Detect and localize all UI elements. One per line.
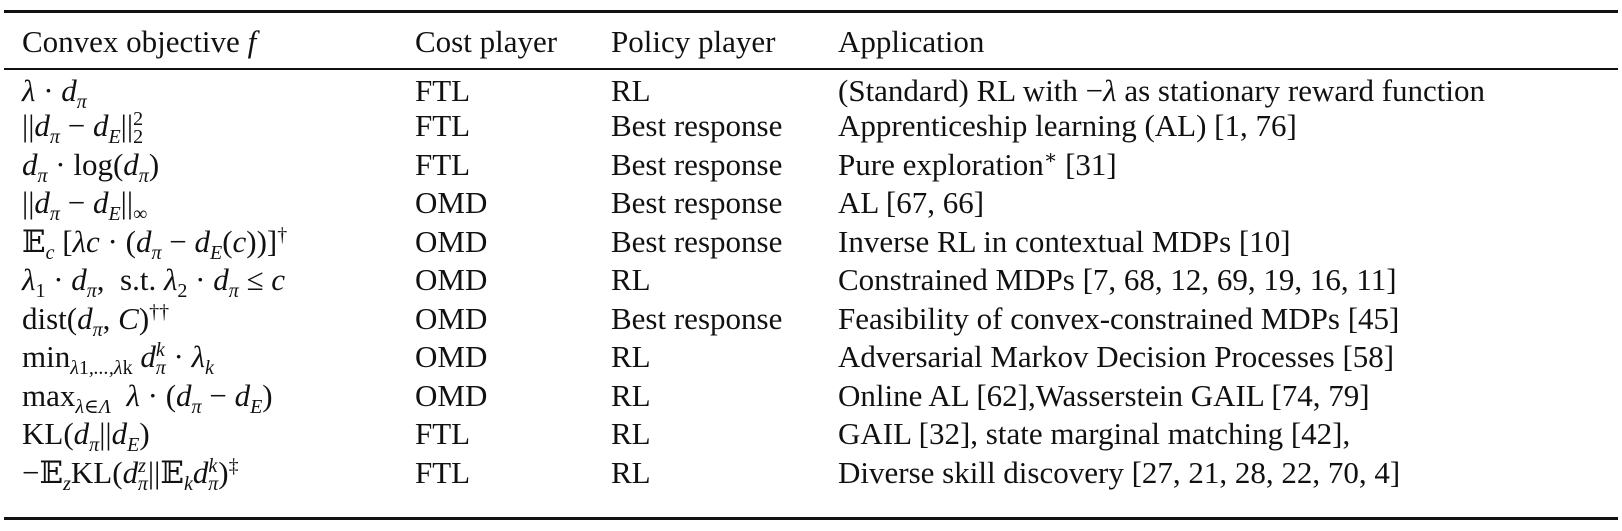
cost-cell: OMD: [415, 339, 488, 375]
application-cell: Pure exploration∗ [31]: [838, 146, 1117, 182]
table-row: λ1 · dπ, s.t. λ2 · dπ ≤ c OMD RL Constra…: [22, 261, 1618, 303]
top-rule: [4, 10, 1618, 13]
policy-cell: Best response: [611, 108, 783, 144]
table-row: 𝔼c [λc · (dπ − dE(c))]† OMD Best respons…: [22, 222, 1618, 264]
cost-cell: FTL: [415, 416, 471, 452]
application-cell: Online AL [62],Wasserstein GAIL [74, 79]: [838, 377, 1370, 413]
header-rule: [4, 68, 1618, 70]
application-cell: Apprenticeship learning (AL) [1, 76]: [838, 108, 1297, 144]
cost-cell: OMD: [415, 300, 488, 336]
header-application: Application: [838, 23, 985, 59]
cost-cell: FTL: [415, 454, 471, 490]
objective-cell: ||dπ − dE||∞: [22, 185, 148, 226]
cost-cell: FTL: [415, 146, 471, 182]
header-objective: Convex objective f: [22, 23, 257, 59]
objective-cell: λ · dπ: [22, 72, 87, 113]
policy-cell: RL: [611, 262, 651, 298]
table-row: dπ · log(dπ) FTL Best response Pure expl…: [22, 145, 1618, 187]
policy-cell: Best response: [611, 146, 783, 182]
cost-cell: OMD: [415, 377, 488, 413]
objectives-table: Convex objective f Cost player Policy pl…: [22, 14, 1618, 495]
table-row: ||dπ − dE||22 FTL Best response Apprenti…: [22, 107, 1618, 149]
application-cell: Feasibility of convex-constrained MDPs […: [838, 300, 1400, 336]
application-cell: Diverse skill discovery [27, 21, 28, 22,…: [838, 454, 1401, 490]
cost-cell: FTL: [415, 72, 471, 108]
cost-cell: OMD: [415, 223, 488, 259]
application-cell: Constrained MDPs [7, 68, 12, 69, 19, 16,…: [838, 262, 1397, 298]
objective-cell: minλ1,...,λk dkπ · λk: [22, 339, 214, 380]
policy-cell: Best response: [611, 300, 783, 336]
table-row: KL(dπ||dE) FTL RL GAIL [32], state margi…: [22, 415, 1618, 457]
table-row: ||dπ − dE||∞ OMD Best response AL [67, 6…: [22, 184, 1618, 226]
table-row: −𝔼zKL(dzπ||𝔼kdkπ)‡ FTL RL Diverse skill …: [22, 453, 1618, 495]
header-cost-player: Cost player: [415, 23, 558, 59]
policy-cell: RL: [611, 454, 651, 490]
objective-cell: 𝔼c [λc · (dπ − dE(c))]†: [22, 223, 288, 264]
bottom-rule: [4, 517, 1618, 520]
application-cell: Inverse RL in contextual MDPs [10]: [838, 223, 1291, 259]
application-cell: Adversarial Markov Decision Processes [5…: [838, 339, 1395, 375]
table-row: minλ1,...,λk dkπ · λk OMD RL Adversarial…: [22, 338, 1618, 380]
table-row: dist(dπ, C)†† OMD Best response Feasibil…: [22, 299, 1618, 341]
objective-cell: ||dπ − dE||22: [22, 108, 144, 149]
cost-cell: FTL: [415, 108, 471, 144]
policy-cell: RL: [611, 72, 651, 108]
objective-cell: dist(dπ, C)††: [22, 300, 170, 341]
cost-cell: OMD: [415, 185, 488, 221]
policy-cell: RL: [611, 416, 651, 452]
header-policy-player: Policy player: [611, 23, 776, 59]
application-cell: (Standard) RL with −λ as stationary rewa…: [838, 72, 1486, 108]
policy-cell: Best response: [611, 185, 783, 221]
header-row: Convex objective f Cost player Policy pl…: [22, 14, 1618, 68]
policy-cell: RL: [611, 377, 651, 413]
cost-cell: OMD: [415, 262, 488, 298]
objective-cell: λ1 · dπ, s.t. λ2 · dπ ≤ c: [22, 262, 286, 303]
table-row: maxλ∈Λ λ · (dπ − dE) OMD RL Online AL [6…: [22, 376, 1618, 418]
application-cell: AL [67, 66]: [838, 185, 985, 221]
objective-cell: dπ · log(dπ): [22, 146, 160, 187]
objective-cell: maxλ∈Λ λ · (dπ − dE): [22, 377, 273, 418]
application-cell: GAIL [32], state marginal matching [42],: [838, 416, 1351, 452]
objective-cell: −𝔼zKL(dzπ||𝔼kdkπ)‡: [22, 454, 239, 495]
objective-cell: KL(dπ||dE): [22, 416, 150, 457]
table-row: λ · dπ FTL RL (Standard) RL with −λ as s…: [22, 68, 1618, 113]
policy-cell: RL: [611, 339, 651, 375]
policy-cell: Best response: [611, 223, 783, 259]
